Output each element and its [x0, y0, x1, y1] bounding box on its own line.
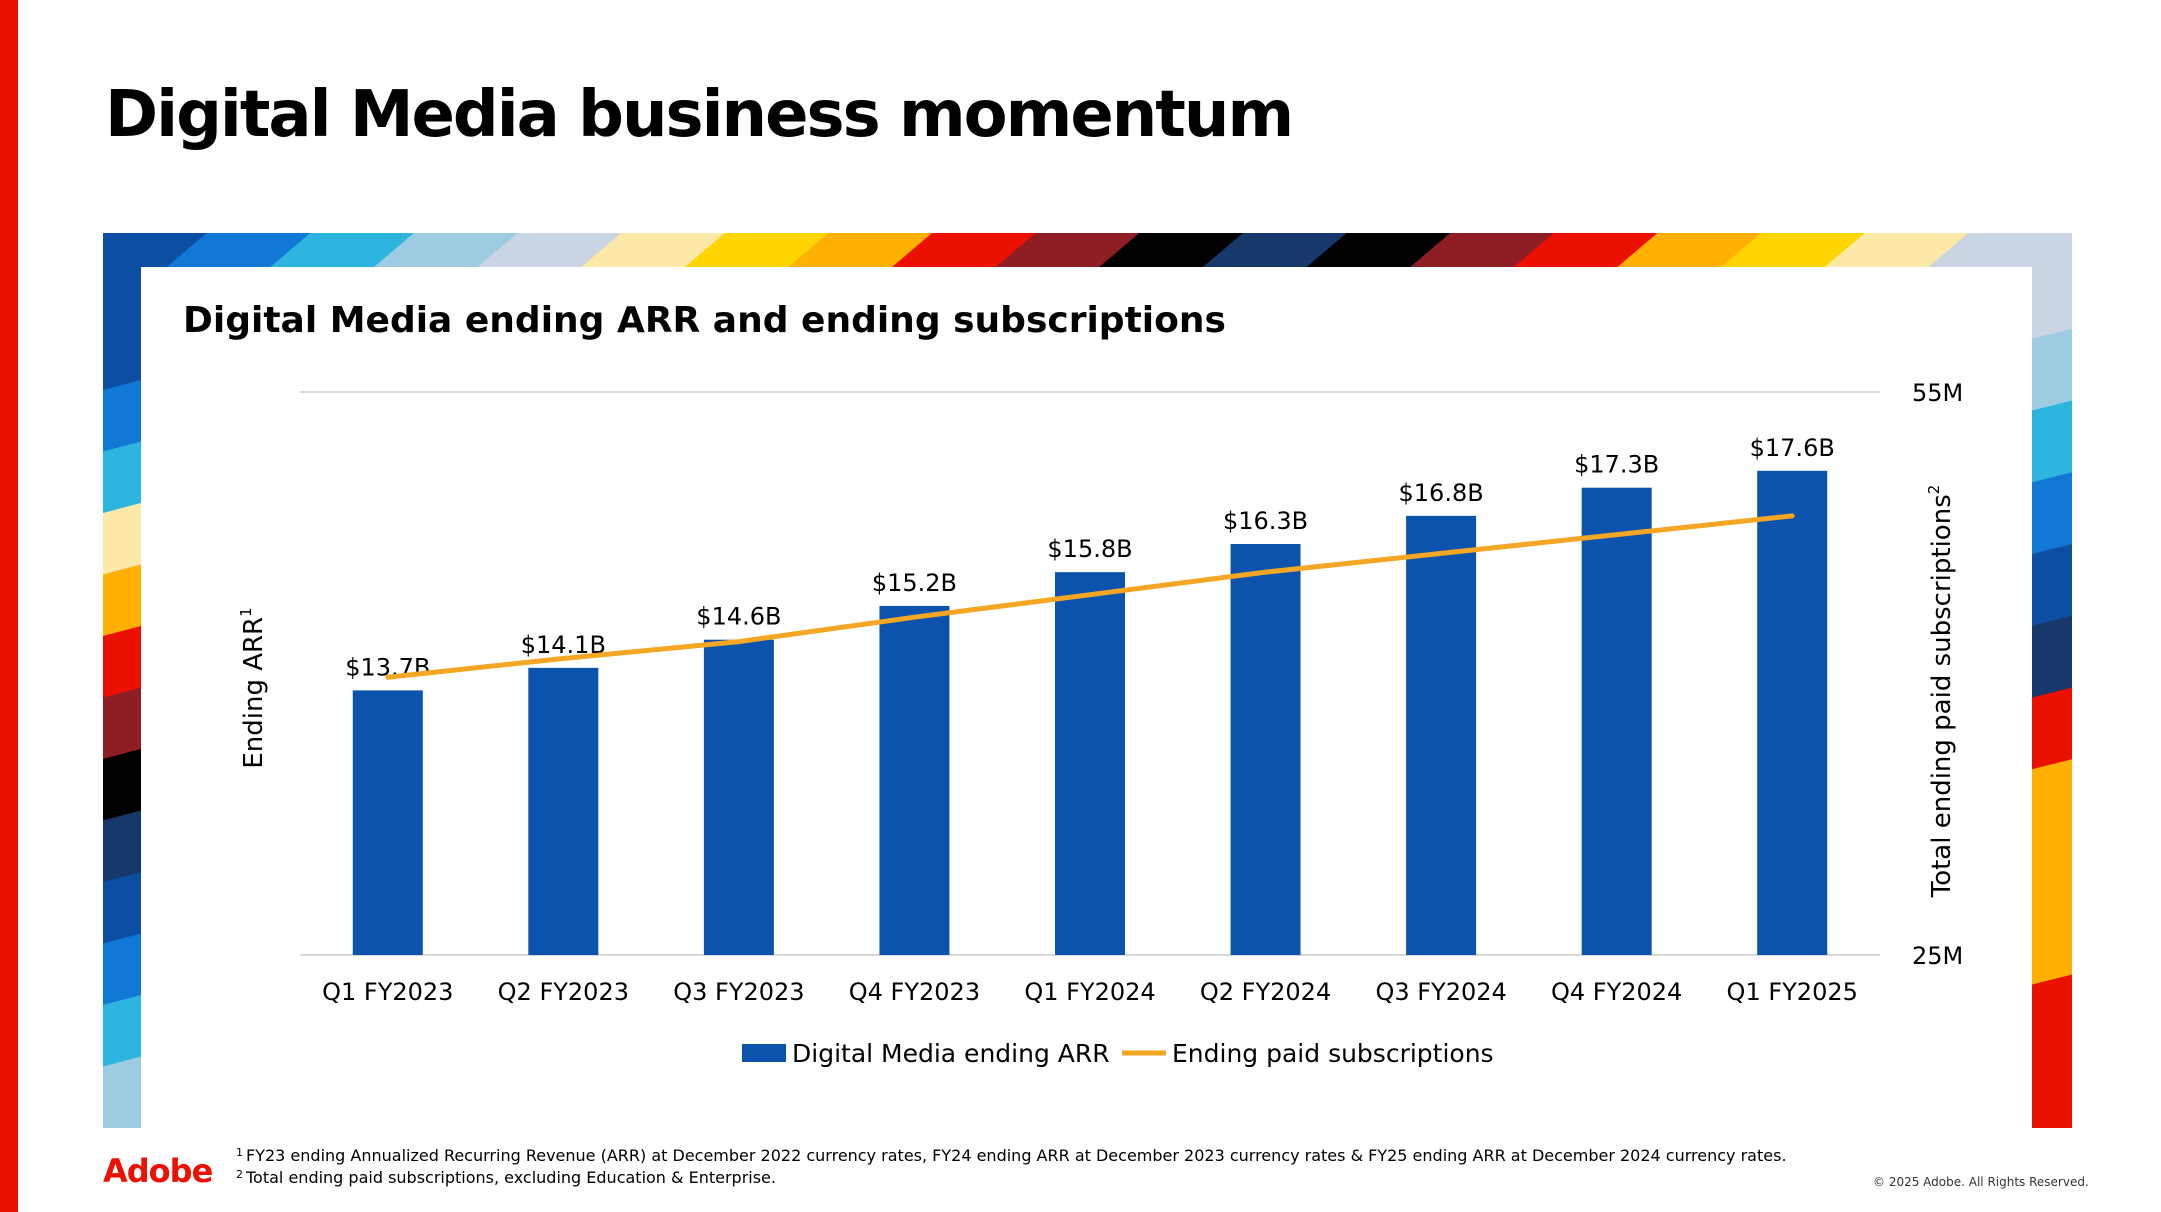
brand-accent-bar	[0, 0, 18, 1212]
y-right-tick-label: 55M	[1912, 379, 1963, 407]
bar-arr	[1757, 470, 1828, 955]
bar-arr	[1055, 572, 1125, 955]
ribbon-segment	[103, 1056, 141, 1128]
x-tick-label: Q2 FY2024	[1200, 978, 1331, 1006]
x-tick-label: Q3 FY2023	[673, 978, 804, 1006]
ribbon-segment	[2032, 400, 2072, 493]
ribbon-segment	[2032, 974, 2072, 1067]
y-axis-right-label: Total ending paid subscriptions2	[1925, 485, 1957, 899]
ribbon-segment	[2032, 257, 2072, 349]
ribbon-segment	[103, 995, 141, 1077]
ribbon-segment	[103, 626, 141, 708]
bar-arr	[879, 605, 950, 955]
ribbon-segment	[103, 318, 141, 400]
bar-arr	[1581, 487, 1652, 955]
x-tick-label: Q4 FY2024	[1551, 978, 1682, 1006]
ribbon-segment	[2032, 831, 2072, 923]
bar-arr	[1230, 544, 1301, 955]
bar-data-label: $17.3B	[1574, 451, 1659, 479]
x-tick-label: Q1 FY2024	[1024, 978, 1155, 1006]
x-tick-label: Q1 FY2025	[1727, 978, 1858, 1006]
bar-data-label: $14.6B	[696, 603, 781, 631]
chart-title: Digital Media ending ARR and ending subs…	[183, 300, 1226, 341]
bar-arr	[703, 639, 774, 955]
footnote-1: 1 FY23 ending Annualized Recurring Revenu…	[236, 1146, 1787, 1165]
ribbon-segment	[103, 933, 141, 1015]
adobe-logo: Adobe	[103, 1152, 213, 1190]
ribbon-segment	[103, 257, 141, 339]
ribbon-segment	[2032, 902, 2072, 995]
x-tick-label: Q2 FY2023	[498, 978, 629, 1006]
ribbon-segment	[1928, 233, 2072, 267]
ribbon-segment	[2032, 687, 2072, 780]
ribbon-segment	[103, 503, 141, 585]
ribbon-segment	[2032, 759, 2072, 851]
ribbon-segment	[103, 872, 141, 954]
legend-swatch-arr	[742, 1044, 786, 1062]
x-tick-label: Q4 FY2023	[849, 978, 980, 1006]
ribbon-segment	[103, 687, 141, 769]
ribbon-segment	[2032, 1046, 2072, 1128]
ribbon-segment	[2032, 328, 2072, 421]
series-line-subscriptions	[385, 513, 1795, 680]
ribbon-segment	[103, 564, 141, 646]
bar-data-label: $15.8B	[1047, 535, 1132, 563]
legend-label-arr: Digital Media ending ARR	[792, 1039, 1110, 1068]
footnote-2: 2 Total ending paid subscriptions, exclud…	[236, 1168, 776, 1187]
bar-data-label: $15.2B	[872, 569, 957, 597]
bar-arr	[528, 667, 599, 955]
bar-data-label: $16.3B	[1223, 507, 1308, 535]
ribbon-segment	[2032, 615, 2072, 708]
ribbon-segment	[103, 380, 141, 462]
bar-arr	[1406, 515, 1477, 955]
bar-data-label: $17.6B	[1750, 434, 1835, 462]
ribbon-segment	[2032, 472, 2072, 564]
decorative-ribbon	[103, 233, 2072, 1128]
y-axis-left-label: Ending ARR1	[237, 607, 269, 768]
ribbon-segment	[103, 441, 141, 523]
ribbon-segment	[103, 810, 141, 892]
bar-arr	[352, 690, 423, 955]
slide-title: Digital Media business momentum	[105, 78, 1294, 152]
ribbon-segment	[2032, 544, 2072, 636]
copyright-notice: © 2025 Adobe. All Rights Reserved.	[1873, 1175, 2089, 1189]
x-tick-label: Q1 FY2023	[322, 978, 453, 1006]
x-tick-label: Q3 FY2024	[1375, 978, 1506, 1006]
bar-data-label: $16.8B	[1399, 479, 1484, 507]
y-right-tick-label: 25M	[1912, 942, 1963, 970]
legend-label-subscriptions: Ending paid subscriptions	[1172, 1039, 1494, 1068]
ribbon-segment	[103, 749, 141, 831]
